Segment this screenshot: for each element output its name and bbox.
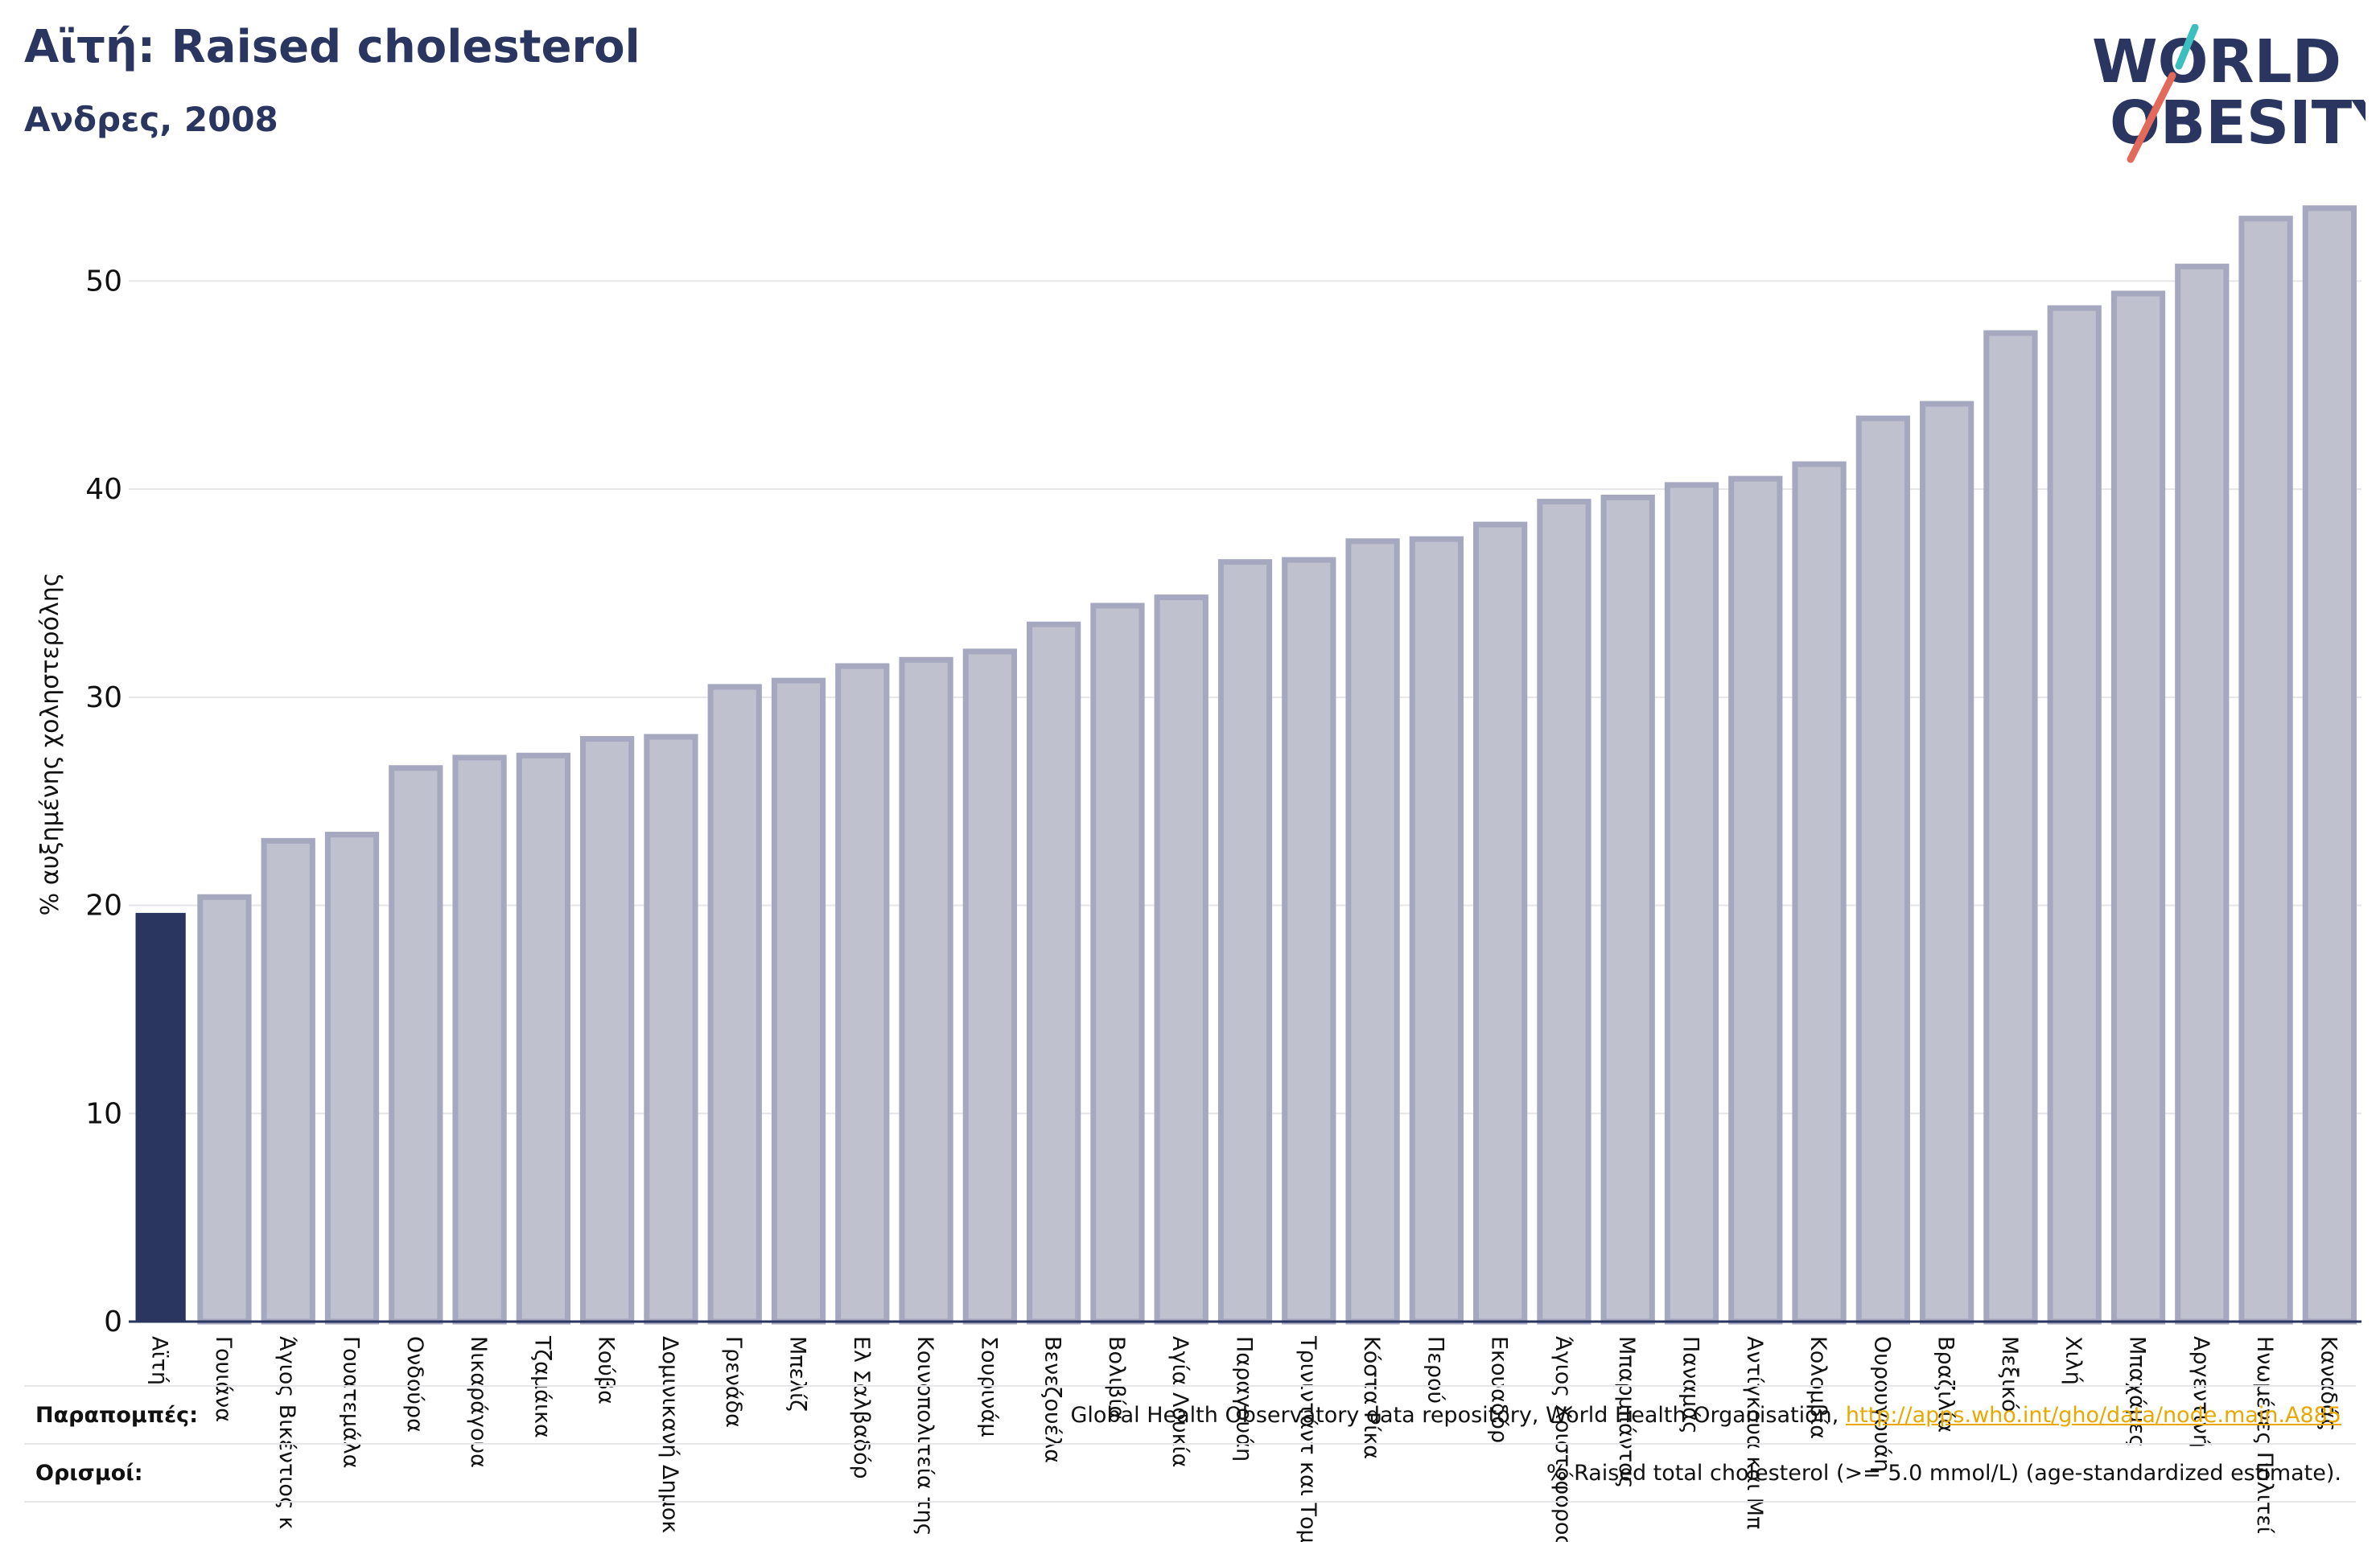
bar — [1154, 594, 1209, 1325]
bar — [644, 734, 698, 1325]
y-tick-label: 10 — [85, 1097, 122, 1130]
x-tick-label: Κούβα — [594, 1336, 619, 1404]
x-tick-label: Παραγουάη — [1232, 1336, 1257, 1462]
y-tick-label: 40 — [85, 473, 122, 506]
x-tick-label: Περού — [1423, 1336, 1447, 1404]
references-value: Global Health Observatory data repositor… — [1071, 1403, 2342, 1428]
x-tick-label: Βενεζουέλα — [1040, 1336, 1065, 1463]
x-tick-label: Αργεντινή — [2189, 1336, 2213, 1448]
x-tick-label: Βραζιλία — [1933, 1336, 1958, 1433]
x-tick-label: Εκουαδόρ — [1487, 1336, 1512, 1443]
y-tick-label: 0 — [104, 1306, 122, 1338]
bar — [899, 656, 953, 1325]
bar — [1728, 475, 1783, 1325]
bar — [1855, 415, 1910, 1325]
bar — [452, 755, 507, 1325]
x-tick-label: Άγιος Χριστόφορος — [1550, 1336, 1575, 1542]
bar — [1792, 461, 1847, 1325]
x-tick-label: Τρινιντάντ και Τομ — [1295, 1335, 1320, 1542]
y-axis-ticks: 0 10 20 30 40 50 — [85, 265, 122, 1338]
bar — [1282, 557, 1336, 1325]
bar — [2175, 263, 2230, 1325]
x-tick-label: Νικαράγουα — [466, 1336, 491, 1468]
chart-title: Αϊτή: Raised cholesterol — [24, 21, 640, 73]
bar — [261, 837, 315, 1325]
x-tick-label: Αγία Λουκία — [1167, 1336, 1192, 1467]
bar — [1600, 494, 1655, 1325]
bar — [2110, 290, 2166, 1325]
references-label: Παραπομπές: — [35, 1403, 198, 1428]
x-tick-label: Μπαχάμες — [2125, 1336, 2150, 1447]
x-tick-label: Παναμάς — [1678, 1336, 1703, 1434]
x-tick-label: Μπελίζ — [785, 1336, 810, 1412]
y-tick-label: 30 — [85, 681, 122, 714]
x-tick-label: Ηνωμένες Πολιτεί — [2252, 1336, 2277, 1534]
bar — [2302, 205, 2357, 1325]
bar — [1473, 521, 1528, 1325]
x-tick-label: Βολιβία — [1104, 1336, 1129, 1420]
x-tick-label: Γουιάνα — [211, 1336, 236, 1422]
bar — [771, 677, 826, 1325]
x-tick-label: Κολομβία — [1806, 1336, 1830, 1439]
bars — [135, 205, 2357, 1325]
x-tick-label: Αϊτή — [147, 1336, 172, 1385]
bar — [516, 752, 570, 1325]
logo-slash-teal — [2175, 24, 2199, 70]
definitions-label: Ορισμοί: — [35, 1461, 143, 1486]
references-row: Παραπομπές: Global Health Observatory da… — [24, 1385, 2356, 1443]
bar — [324, 832, 380, 1325]
bar — [835, 663, 890, 1325]
bar — [389, 765, 443, 1325]
chart-footer: Παραπομπές: Global Health Observatory da… — [24, 1385, 2356, 1503]
bar — [135, 912, 186, 1322]
bar — [2238, 216, 2293, 1325]
x-tick-label: Ελ Σαλβαδόρ — [849, 1336, 874, 1479]
x-tick-label: Μπαρμπάντος — [1614, 1336, 1639, 1488]
definitions-row: Ορισμοί: % Raised total cholesterol (>= … — [24, 1443, 2356, 1503]
world-obesity-logo: WORLD OBESITY — [2092, 24, 2366, 163]
logo-slash-coral — [2127, 72, 2176, 163]
bar — [2047, 305, 2102, 1325]
bar — [197, 894, 252, 1325]
y-tick-label: 50 — [85, 265, 122, 298]
references-link[interactable]: http://apps.who.int/gho/data/node.main.A… — [1845, 1403, 2341, 1428]
x-tick-label: Κοινοπολιτεία της — [912, 1336, 937, 1536]
x-axis-ticks: Αϊτή Γουιάνα Άγιος Βικέντιος κ Γουατεμάλα Ον… — [147, 1335, 2341, 1542]
x-tick-label: Αντίγκουα και Μπ — [1742, 1336, 1767, 1529]
definitions-text: % Raised total cholesterol (>= 5.0 mmol/… — [1546, 1461, 2341, 1486]
y-tick-label: 20 — [85, 890, 122, 923]
bar — [1345, 538, 1400, 1325]
x-tick-label: Χιλή — [2061, 1336, 2086, 1385]
bar — [1409, 536, 1464, 1325]
x-tick-label: Μεξικό — [1997, 1336, 2022, 1412]
x-tick-label: Γρενάδα — [721, 1336, 746, 1428]
chart-subtitle: Ανδρες, 2008 — [24, 100, 278, 139]
references-text: Global Health Observatory data repositor… — [1070, 1403, 1839, 1428]
x-tick-label: Γουατεμάλα — [339, 1336, 364, 1469]
bar — [1090, 602, 1145, 1325]
x-tick-label: Δομινικανή Δημοκ — [657, 1336, 682, 1533]
logo-text-world: WORLD — [2092, 27, 2341, 97]
bar — [580, 736, 635, 1325]
bar — [1217, 559, 1273, 1325]
bar — [1027, 621, 1081, 1325]
bar — [1920, 401, 1974, 1325]
bar — [1983, 330, 2038, 1325]
bar — [962, 648, 1017, 1325]
bar — [1537, 499, 1591, 1325]
bar — [707, 684, 762, 1325]
x-tick-label: Καναδάς — [2316, 1336, 2341, 1432]
y-axis-label: % αυξημένης χοληστερόλης — [36, 573, 64, 916]
x-tick-label: Ουρουγουάη — [1869, 1336, 1894, 1472]
x-tick-label: Άγιος Βικέντιος κ — [274, 1336, 299, 1529]
x-tick-label: Ονδούρα — [402, 1336, 427, 1433]
x-tick-label: Κόστα Ρίκα — [1359, 1336, 1384, 1459]
bar — [1664, 482, 1719, 1325]
